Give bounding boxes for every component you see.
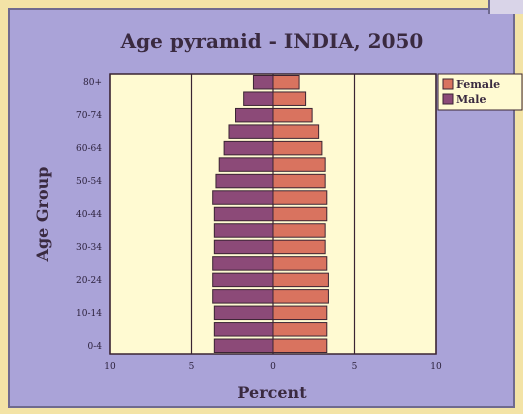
bar-female-35-39 (272, 223, 326, 238)
chart-title: Age pyramid - INDIA, 2050 (120, 29, 424, 53)
bar-female-10-14 (272, 305, 328, 321)
y-tick-label: 30-34 (76, 243, 102, 253)
bar-male-30-34 (213, 239, 274, 255)
x-tick-label: 5 (352, 362, 358, 372)
y-tick-label: 80+ (83, 78, 102, 88)
bar-female-15-19 (272, 289, 329, 304)
y-tick-label: 20-24 (76, 276, 102, 286)
x-tick-label: 10 (104, 362, 116, 372)
bar-male-5-9 (213, 322, 274, 337)
bar-female-20-24 (272, 272, 329, 288)
legend: Female Male (437, 73, 523, 111)
y-tick-label: 50-54 (76, 177, 102, 187)
y-tick-label: 70-74 (76, 111, 102, 121)
legend-swatch-female (442, 78, 454, 90)
y-tick-label: 0-4 (88, 342, 103, 352)
bar-male-35-39 (213, 223, 274, 238)
x-tick-label: 5 (189, 362, 195, 372)
bar-male-20-24 (212, 272, 274, 288)
bar-female-75-79 (272, 91, 307, 106)
bar-male-45-49 (212, 190, 274, 205)
bar-male-40-44 (213, 206, 274, 222)
bar-male-15-19 (212, 289, 274, 304)
bar-female-55-59 (272, 157, 326, 172)
x-axis-label: Percent (237, 383, 307, 402)
bar-female-45-49 (272, 190, 328, 205)
bar-female-40-44 (272, 206, 328, 222)
bar-female-70-74 (272, 107, 313, 123)
bar-male-75-79 (243, 91, 274, 106)
legend-label-female: Female (456, 78, 500, 91)
bar-male-70-74 (235, 107, 274, 123)
legend-swatch-male (442, 93, 454, 105)
bar-female-65-69 (272, 124, 320, 139)
x-tick-label: 10 (430, 362, 442, 372)
x-tick-label: 0 (270, 362, 276, 372)
bar-female-60-64 (272, 140, 323, 156)
y-axis-label: Age Group (33, 167, 52, 263)
bar-male-50-54 (215, 173, 274, 189)
bar-female-80+ (272, 75, 300, 90)
bar-female-0-4 (272, 338, 328, 354)
corner-tab (488, 0, 523, 14)
y-tick-label: 10-14 (76, 309, 102, 319)
bar-male-0-4 (213, 338, 274, 354)
y-tick-label: 60-64 (76, 144, 102, 154)
bar-female-5-9 (272, 322, 328, 337)
y-tick-label: 40-44 (76, 210, 102, 220)
bar-male-65-69 (228, 124, 274, 139)
bar-male-80+ (252, 75, 274, 90)
bar-female-30-34 (272, 239, 326, 255)
x-tick-labels: 10 5 0 5 10 (104, 362, 442, 372)
bars-group (212, 75, 329, 354)
bar-female-50-54 (272, 173, 326, 189)
bar-female-25-29 (272, 256, 328, 271)
legend-label-male: Male (456, 93, 486, 106)
bar-male-10-14 (213, 305, 274, 321)
bar-male-60-64 (223, 140, 274, 156)
bar-male-25-29 (212, 256, 274, 271)
bar-male-55-59 (218, 157, 274, 172)
y-tick-labels: 0-4 10-14 20-24 30-34 40-44 50-54 60-64 70-74 80… (76, 78, 102, 352)
